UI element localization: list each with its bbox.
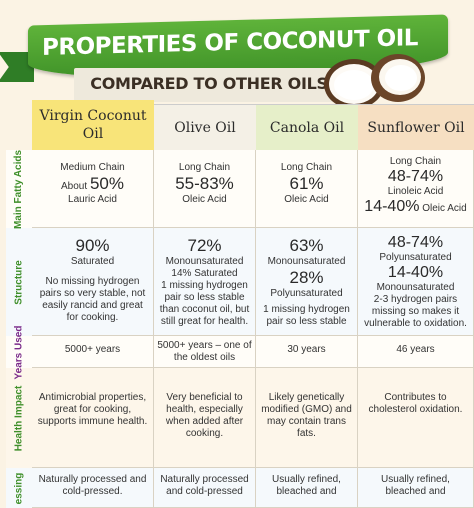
column-header-virgin-coconut-oil: Virgin Coconut Oil: [32, 100, 154, 150]
row-label-processing: essing: [13, 472, 25, 504]
cell-sunflower-fatty-acids: Long Chain 48-74% Linoleic Acid 14-40% O…: [358, 150, 474, 228]
cell-sunflower-years-used: 46 years: [358, 336, 474, 368]
cell-virgin-years-used: 5000+ years: [32, 336, 154, 368]
cell-sunflower-processing: Usually refined, bleached and: [358, 468, 474, 508]
cell-olive-years-used: 5000+ years – one of the oldest oils: [154, 336, 256, 368]
cell-olive-fatty-acids: Long Chain 55-83% Oleic Acid: [154, 150, 256, 228]
coconut-illustration: [324, 54, 425, 109]
cell-olive-processing: Naturally processed and cold-pressed: [154, 468, 256, 508]
cell-canola-structure: 63% Monounsaturated 28% Polyunsaturated …: [256, 228, 358, 336]
cell-virgin-processing: Naturally processed and cold-pressed.: [32, 468, 154, 508]
cell-virgin-fatty-acids: Medium Chain About 50% Lauric Acid: [32, 150, 154, 228]
cell-canola-processing: Usually refined, bleached and: [256, 468, 358, 508]
cell-canola-years-used: 30 years: [256, 336, 358, 368]
column-header-canola-oil: Canola Oil: [256, 104, 358, 151]
column-header-sunflower-oil: Sunflower Oil: [358, 104, 474, 151]
row-label-health-impact: Health Impact: [13, 385, 25, 451]
row-background: [6, 228, 474, 336]
cell-sunflower-health-impact: Contributes to cholesterol oxidation.: [358, 368, 474, 468]
subtitle-band: [74, 68, 344, 102]
row-background: [6, 336, 474, 368]
cell-canola-health-impact: Likely genetically modified (GMO) and ma…: [256, 368, 358, 468]
row-background: [6, 150, 474, 228]
page-subtitle: COMPARED TO OTHER OILS: [90, 74, 328, 93]
cell-canola-fatty-acids: Long Chain 61% Oleic Acid: [256, 150, 358, 228]
cell-olive-health-impact: Very beneficial to health, especially wh…: [154, 368, 256, 468]
row-background: [6, 368, 474, 468]
cell-sunflower-structure: 48-74% Polyunsaturated 14-40% Monounsatu…: [358, 228, 474, 336]
cell-virgin-health-impact: Antimicrobial properties, great for cook…: [32, 368, 154, 468]
row-label-years-used: Years Used: [13, 325, 25, 379]
column-header-olive-oil: Olive Oil: [154, 104, 256, 151]
row-label-main-fatty-acids: Main Fatty Acids: [13, 149, 25, 229]
comparison-table: Virgin Coconut Oil Olive Oil Canola Oil …: [6, 100, 474, 508]
row-label-structure: Structure: [13, 259, 25, 305]
cell-olive-structure: 72% Monounsaturated 14% Saturated 1 miss…: [154, 228, 256, 336]
cell-virgin-structure: 90% Saturated No missing hydrogen pairs …: [32, 228, 154, 336]
